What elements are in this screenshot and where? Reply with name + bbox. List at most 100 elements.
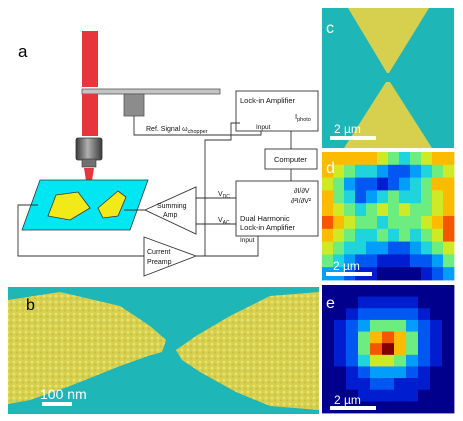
- panel-e-cell: [346, 366, 359, 379]
- panel-d-cell: [410, 190, 422, 204]
- panel-d-cell: [443, 267, 455, 281]
- panel-e-cell: [370, 389, 383, 402]
- panel-e-cell: [346, 296, 359, 309]
- panel-e-cell: [442, 296, 455, 309]
- panel-e-cell: [370, 296, 383, 309]
- panel-d-cell: [410, 164, 422, 178]
- panel-e-cell: [406, 296, 419, 309]
- panel-d-cell: [388, 164, 400, 178]
- panel-e-cell: [358, 296, 371, 309]
- panel-d-cell: [322, 228, 334, 242]
- dual-lockin-input-label: Input: [240, 237, 255, 244]
- panel-e-cell: [322, 401, 335, 414]
- deriv2-label: ∂²I/∂V²: [291, 198, 312, 205]
- panel-d-cell: [388, 152, 400, 166]
- panel-d-cell: [432, 164, 444, 178]
- panel-d-cell: [355, 177, 367, 191]
- panel-d-cell: [399, 216, 411, 230]
- panel-e-cell: [322, 343, 335, 356]
- panel-e-cell: [394, 285, 407, 298]
- panel-e-cell: [442, 354, 455, 367]
- panel-d-cell: [355, 164, 367, 178]
- panel-d-cell: [322, 203, 334, 217]
- lockin-label: Lock-in Amplifier: [240, 96, 296, 105]
- panel-e-cell: [358, 343, 371, 356]
- panel-e-cell: [358, 285, 371, 298]
- panel-e-cell: [382, 401, 395, 414]
- panel-e-cell: [382, 343, 395, 356]
- panel-e-cell: [334, 285, 347, 298]
- panel-d-cell: [421, 152, 433, 166]
- panel-e-scale-label: 2 µm: [334, 393, 361, 407]
- panel-e-cell: [322, 331, 335, 344]
- panel-d-cell: [399, 177, 411, 191]
- panel-e-cell: [334, 343, 347, 356]
- panel-e-cell: [430, 378, 443, 391]
- panel-e-cell: [394, 378, 407, 391]
- panel-c-letter: c: [326, 20, 334, 37]
- nanowire-grain-right: [176, 292, 319, 410]
- panel-e-cell: [418, 366, 431, 379]
- panel-e-cell: [430, 401, 443, 414]
- optical-chopper-plate: [81, 88, 221, 95]
- panel-e-cell: [334, 296, 347, 309]
- panel-e-cell: [394, 296, 407, 309]
- panel-e-cell: [442, 401, 455, 414]
- panel-d-cell: [344, 216, 356, 230]
- panel-d-cell: [344, 164, 356, 178]
- panel-d-cell: [421, 203, 433, 217]
- panel-e-cell: [430, 285, 443, 298]
- panel-e-cell: [442, 378, 455, 391]
- panel-e-cell: [430, 296, 443, 309]
- panel-e-cell: [370, 331, 383, 344]
- panel-e-cell: [442, 343, 455, 356]
- panel-e-cell: [406, 366, 419, 379]
- panel-e-cell: [382, 285, 395, 298]
- panel-d-cell: [355, 228, 367, 242]
- ref-signal-label: Ref. Signal ωchopper: [146, 126, 208, 135]
- panel-d-cell: [421, 216, 433, 230]
- lockin-box: [235, 90, 319, 132]
- panel-d-cell: [421, 241, 433, 255]
- panel-e-cell: [358, 319, 371, 332]
- summing-amp-label-2: Amp: [163, 212, 178, 219]
- panel-d-cell: [344, 177, 356, 191]
- panel-e-cell: [322, 378, 335, 391]
- panel-e-cell: [418, 401, 431, 414]
- panel-e-cell: [382, 319, 395, 332]
- panel-d-cell: [432, 241, 444, 255]
- panel-e-cell: [334, 378, 347, 391]
- objective-lens-body: [75, 137, 103, 161]
- panel-e-cell: [322, 389, 335, 402]
- panel-d-cell: [344, 190, 356, 204]
- panel-d-cell: [377, 216, 389, 230]
- panel-e-cell: [358, 354, 371, 367]
- panel-e-cell: [334, 308, 347, 321]
- panel-d-cell: [388, 190, 400, 204]
- dual-lockin-label-2: Lock-in Amplifier: [240, 223, 296, 232]
- panel-d-cell: [410, 216, 422, 230]
- panel-e-cell: [406, 354, 419, 367]
- sample-pad-left: [47, 191, 91, 221]
- panel-e-cell: [418, 308, 431, 321]
- panel-e-cell: [322, 285, 335, 298]
- panel-c-scalebar: [330, 136, 376, 140]
- panel-d-cell: [366, 254, 378, 268]
- panel-e-cell: [430, 389, 443, 402]
- panel-d-cell: [388, 216, 400, 230]
- panel-e-cell: [418, 378, 431, 391]
- vac-label: VAC: [218, 217, 230, 226]
- panel-d-cell: [333, 254, 345, 268]
- panel-d-cell: [322, 152, 334, 166]
- panel-d-cell: [366, 177, 378, 191]
- panel-d: d 2 µm: [322, 152, 455, 281]
- panel-d-cell: [388, 203, 400, 217]
- panel-e-cell: [406, 285, 419, 298]
- panel-d-cell: [366, 190, 378, 204]
- panel-d-cell: [377, 203, 389, 217]
- panel-a-letter: a: [18, 42, 28, 61]
- panel-c-scale-label: 2 µm: [334, 122, 361, 136]
- panel-d-cell: [366, 241, 378, 255]
- panel-d-cell: [399, 241, 411, 255]
- panel-e-cell: [382, 308, 395, 321]
